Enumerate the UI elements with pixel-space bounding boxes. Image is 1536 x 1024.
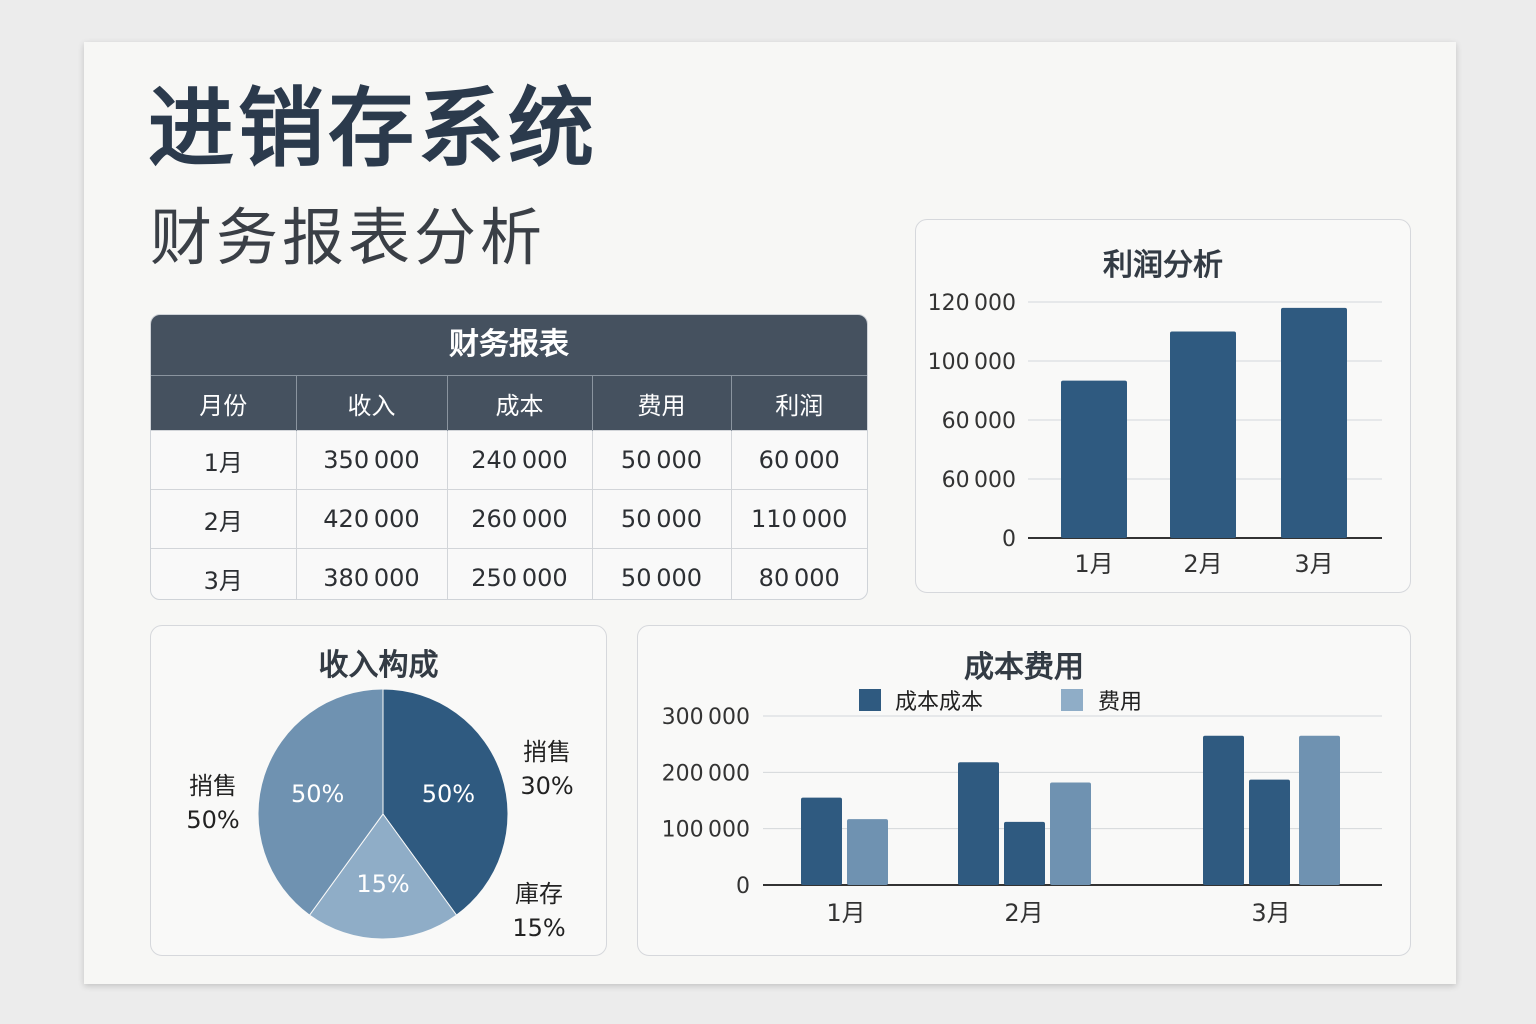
- table-cell: 50 000: [591, 489, 731, 549]
- y-tick-label: 100 000: [662, 818, 750, 843]
- legend-label: 费用: [1098, 690, 1142, 715]
- legend-swatch: [859, 689, 881, 711]
- profit-bar: [1170, 331, 1236, 538]
- cost-chart: 0 100 000 200 000 300 000 成本成本 费用 1月 2月 3月: [662, 689, 1382, 927]
- pie-callout-label: 捎售: [189, 772, 237, 800]
- table-row: 1月 350 000 240 000 50 000 60 000: [151, 430, 867, 490]
- x-tick-label: 1月: [1074, 550, 1113, 578]
- column-header: 费用: [591, 375, 731, 431]
- profit-chart-title: 利润分析: [1103, 248, 1223, 283]
- pie-callout-label: 庫存: [515, 880, 563, 908]
- table-cell: 380 000: [295, 548, 447, 599]
- table-cell: 2月: [151, 489, 296, 549]
- pie-slice: [382, 688, 509, 916]
- cost-bar: [847, 819, 888, 885]
- cost-bar: [1050, 782, 1091, 885]
- x-tick-label: 3月: [1251, 899, 1290, 927]
- y-tick-label: 60 000: [942, 468, 1016, 493]
- table-cell: 240 000: [446, 430, 592, 490]
- table-cell: 3月: [151, 548, 296, 599]
- x-tick-label: 1月: [826, 899, 865, 927]
- x-tick-label: 3月: [1294, 550, 1333, 578]
- x-tick-label: 2月: [1183, 550, 1222, 578]
- pie-slice-label: 50%: [291, 780, 344, 808]
- table-cell: 50 000: [591, 548, 731, 599]
- pie-callout-label: 15%: [512, 914, 565, 942]
- pie-callout-label: 30%: [520, 772, 573, 800]
- pie-slice-label: 50%: [422, 780, 475, 808]
- cost-bar: [1299, 735, 1340, 885]
- column-header: 利润: [730, 375, 867, 431]
- table-cell: 60 000: [730, 430, 867, 490]
- y-tick-label: 300 000: [662, 705, 750, 730]
- table-row: 3月 380 000 250 000 50 000 80 000: [151, 548, 867, 599]
- column-header: 收入: [295, 375, 447, 431]
- y-tick-label: 200 000: [662, 761, 750, 786]
- income-pie-chart: 50% 15% 50% 捎售 30% 庫存 15% 捎售 50%: [186, 688, 574, 942]
- cost-chart-panel: 成本费用 0 100 000 200 000 300 000 成本成本 费用 1月 2月 3月: [637, 625, 1411, 956]
- y-tick-label: 120 000: [928, 291, 1016, 316]
- cost-bar: [801, 797, 842, 885]
- pie-slice: [308, 813, 458, 940]
- x-tick-label: 2月: [1004, 899, 1043, 927]
- profit-bar: [1061, 380, 1127, 538]
- legend-swatch: [1061, 689, 1083, 711]
- table-cell: 350 000: [295, 430, 447, 490]
- y-tick-label: 0: [736, 874, 750, 899]
- y-tick-label: 100 000: [928, 350, 1016, 375]
- report-grid: 月份 收入 成本 费用 利润 1月 350 000 240 000 50 000…: [151, 375, 867, 599]
- table-cell: 420 000: [295, 489, 447, 549]
- table-cell: 1月: [151, 430, 296, 490]
- income-chart-panel: 收入构成 50% 15% 50% 捎售 30% 庫存 15% 捎售 50%: [150, 625, 607, 956]
- table-cell: 50 000: [591, 430, 731, 490]
- cost-bar: [958, 762, 999, 885]
- cost-bar: [1004, 821, 1045, 885]
- table-cell: 250 000: [446, 548, 592, 599]
- table-caption: 财务报表: [151, 315, 867, 375]
- column-header: 成本: [446, 375, 592, 431]
- pie-callout-label: 50%: [186, 806, 239, 834]
- cost-chart-title: 成本费用: [964, 650, 1084, 685]
- pie-callout-label: 捎售: [523, 738, 571, 766]
- legend-label: 成本成本: [895, 690, 983, 715]
- page-title: 进销存系统: [148, 79, 598, 179]
- column-header: 月份: [151, 375, 296, 431]
- income-chart-title: 收入构成: [318, 648, 439, 683]
- financial-report-table: 财务报表 月份 收入 成本 费用 利润 1月 350 000 240 000 5…: [150, 314, 868, 600]
- profit-bar: [1281, 307, 1347, 538]
- profit-chart: 0 60 000 60 000 100 000 120 000 1月 2月 3月: [928, 291, 1382, 578]
- cost-bar: [1203, 735, 1244, 885]
- page-subtitle: 财务报表分析: [150, 201, 547, 274]
- pie-slice-label: 15%: [356, 870, 409, 898]
- table-cell: 110 000: [730, 489, 867, 549]
- table-cell: 80 000: [730, 548, 867, 599]
- table-cell: 260 000: [446, 489, 592, 549]
- y-tick-label: 0: [1002, 527, 1016, 552]
- table-header-row: 月份 收入 成本 费用 利润: [151, 375, 867, 431]
- cost-bar: [1249, 779, 1290, 885]
- profit-chart-panel: 利润分析 0 60 000 60 000 100 000 120 000 1月 2月 3月: [915, 219, 1411, 593]
- y-tick-label: 60 000: [942, 409, 1016, 434]
- table-row: 2月 420 000 260 000 50 000 110 000: [151, 489, 867, 549]
- pie-slice: [257, 688, 384, 916]
